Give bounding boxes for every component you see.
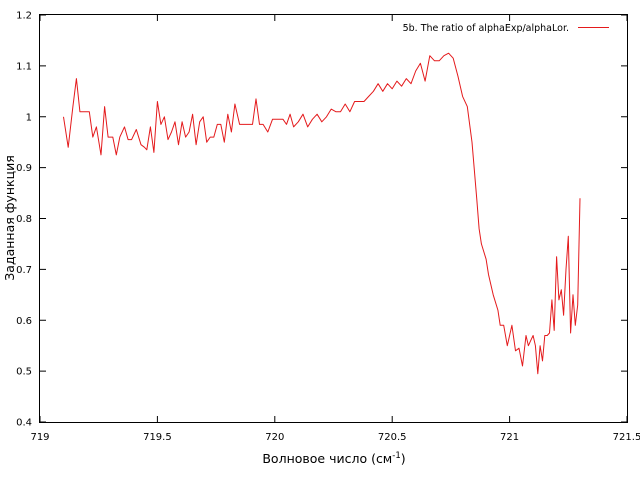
y-axis-label: Заданная функция — [2, 155, 17, 280]
x-axis-label-main: Волновое число (см — [262, 451, 392, 466]
y-tick-label: 0.8 — [16, 214, 32, 225]
y-tick-label: 1.2 — [16, 11, 32, 22]
x-axis-label-superscript: -1 — [392, 451, 400, 461]
plot-frame — [39, 14, 628, 423]
series-lines — [63, 52, 581, 375]
y-tick-label: 0.9 — [16, 163, 32, 174]
x-axis-label-suffix: ) — [401, 451, 406, 466]
series-line — [63, 52, 581, 375]
x-axis-label: Волновое число (см-1) — [262, 451, 405, 466]
x-tick-label: 719.5 — [143, 432, 172, 443]
legend: 5b. The ratio of alphaExp/alphaLor. — [403, 23, 609, 34]
axis-tick-labels: 719 719.5 720 720.5 721 721.5 0.4 0.5 0.6 0.7 0.8 0… — [16, 11, 640, 444]
y-tick-label: 1.1 — [16, 61, 32, 72]
x-tick-label: 721.5 — [613, 432, 640, 443]
legend-label: 5b. The ratio of alphaExp/alphaLor. — [403, 23, 569, 34]
y-tick-label: 1 — [26, 112, 32, 123]
x-tick-label: 719 — [30, 432, 49, 443]
y-tick-label: 0.6 — [16, 316, 32, 327]
y-tick-label: 0.4 — [16, 418, 32, 429]
y-tick-label: 0.5 — [16, 367, 32, 378]
y-tick-label: 0.7 — [16, 265, 32, 276]
x-tick-label: 721 — [500, 432, 519, 443]
x-tick-label: 720 — [265, 432, 284, 443]
x-tick-label: 720.5 — [378, 432, 407, 443]
axis-ticks — [39, 14, 628, 423]
